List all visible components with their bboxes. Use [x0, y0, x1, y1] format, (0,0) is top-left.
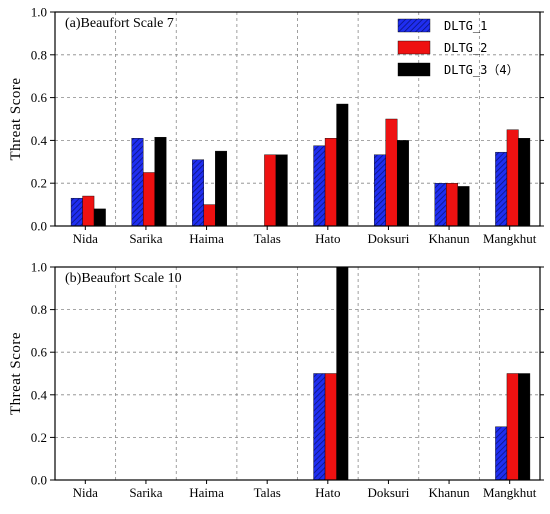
bar-3-mangkhut: [518, 138, 531, 227]
bar-1-hato: [313, 145, 326, 227]
bar-1-hato: [313, 373, 326, 481]
x-tick-label: Hato: [315, 485, 340, 500]
y-axis-label: Threat Score: [8, 77, 24, 160]
legend-label-3: DLTG_3（4）: [444, 63, 519, 77]
y-tick-label: 0.4: [31, 133, 48, 148]
y-tick-label: 1.0: [31, 260, 47, 275]
bar-2-talas: [264, 154, 277, 227]
legend-swatch-3: [397, 62, 431, 77]
plot-frame: [54, 11, 541, 227]
y-tick-label: 0.6: [31, 90, 48, 105]
x-tick-label: Nida: [73, 231, 99, 246]
bar-3-hato: [336, 266, 349, 481]
bar-3-doksuri: [396, 140, 409, 227]
bar-3-haima: [215, 150, 228, 227]
bar-1-khanun: [434, 182, 447, 227]
x-tick-label: Mangkhut: [483, 485, 537, 500]
legend-label-2: DLTG_2: [444, 41, 487, 55]
x-tick-label: Talas: [254, 485, 281, 500]
bar-2-sarika: [142, 172, 155, 227]
plot-area: [55, 267, 540, 480]
plot-frame: [54, 266, 541, 481]
panel-title: (b)Beaufort Scale 10: [65, 271, 182, 286]
x-tick-label: Mangkhut: [483, 231, 537, 246]
x-tick-label: Doksuri: [367, 231, 409, 246]
x-tick-label: Doksuri: [367, 485, 409, 500]
bar-2-hato: [324, 373, 337, 481]
bar-1-haima: [192, 159, 205, 227]
y-axis-label: Threat Score: [8, 332, 24, 415]
bar-3-mangkhut: [518, 373, 531, 481]
x-tick-label: Khanun: [428, 231, 470, 246]
x-tick-label: Hato: [315, 231, 340, 246]
bar-2-mangkhut: [506, 373, 519, 481]
bar-3-nida: [93, 208, 106, 227]
y-tick-label: 0.0: [31, 473, 47, 488]
bar-1-nida: [70, 197, 83, 227]
bar-2-mangkhut: [506, 129, 519, 227]
panel-title: (a)Beaufort Scale 7: [65, 16, 174, 31]
y-tick-label: 0.2: [31, 176, 47, 191]
bar-2-haima: [203, 204, 216, 227]
bar-3-hato: [336, 103, 349, 227]
bar-2-doksuri: [385, 118, 398, 227]
y-tick-label: 0.0: [31, 219, 47, 234]
x-tick-label: Talas: [254, 231, 281, 246]
bar-3-khanun: [457, 186, 470, 227]
bar-2-hato: [324, 138, 337, 227]
y-tick-label: 0.8: [31, 302, 47, 317]
bar-2-khanun: [446, 182, 459, 227]
x-tick-label: Nida: [73, 485, 99, 500]
legend-swatch-2: [397, 40, 431, 55]
x-tick-label: Haima: [189, 485, 224, 500]
legend-swatch-1: [397, 18, 431, 33]
y-tick-label: 0.2: [31, 430, 47, 445]
y-tick-label: 0.4: [31, 387, 48, 402]
x-tick-label: Khanun: [428, 485, 470, 500]
bar-1-mangkhut: [495, 151, 508, 227]
x-tick-label: Haima: [189, 231, 224, 246]
bar-2-nida: [82, 195, 95, 227]
x-tick-label: Sarika: [129, 231, 162, 246]
bar-1-mangkhut: [495, 426, 508, 481]
bar-3-talas: [275, 154, 288, 227]
x-tick-label: Sarika: [129, 485, 162, 500]
bar-1-doksuri: [373, 154, 386, 227]
y-tick-label: 0.8: [31, 47, 47, 62]
bar-3-sarika: [154, 136, 167, 227]
bar-1-sarika: [131, 138, 144, 227]
y-tick-label: 0.6: [31, 345, 48, 360]
legend-label-1: DLTG_1: [444, 19, 487, 33]
y-tick-label: 1.0: [31, 5, 47, 20]
